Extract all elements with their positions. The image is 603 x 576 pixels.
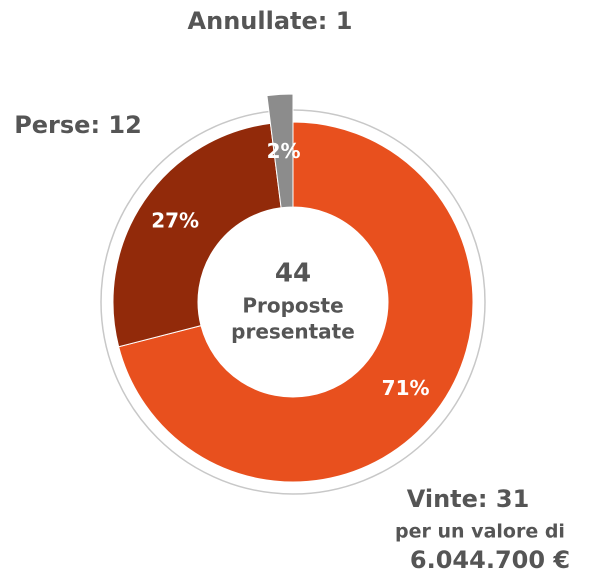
category-label: Perse: 12 <box>14 111 142 139</box>
center-value: 44 <box>275 259 311 289</box>
slice-label: 71% <box>382 376 430 400</box>
donut-slice <box>266 93 294 209</box>
donut-slice <box>112 122 282 348</box>
center-label: Proposte <box>242 294 343 318</box>
slice-label: 27% <box>151 208 199 232</box>
donut-slice <box>118 121 474 483</box>
slice-label: 2% <box>267 139 301 163</box>
note-line: per un valore di <box>395 521 565 543</box>
center-label: presentate <box>231 320 355 344</box>
note-value: 6.044.700 € <box>410 546 570 574</box>
category-label: Vinte: 31 <box>407 485 530 513</box>
category-label: Annullate: 1 <box>188 7 353 35</box>
